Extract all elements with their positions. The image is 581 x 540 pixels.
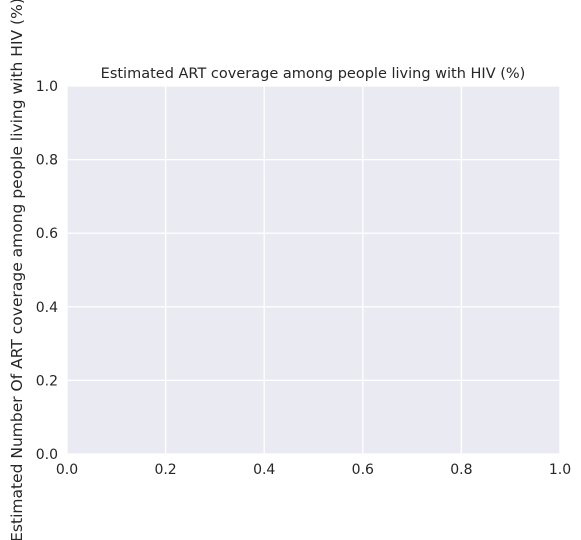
grid-lines [66,85,561,455]
x-tick-label: 0.2 [154,462,176,478]
x-tick-label: 0.6 [352,462,374,478]
x-tick-label: 0.4 [253,462,275,478]
chart-title: Estimated ART coverage among people livi… [101,66,526,82]
y-tick-label: 0.8 [36,153,58,169]
y-tick-label: 0.4 [36,300,58,316]
y-axis-ticks: 0.0 0.2 0.4 0.6 0.8 1.0 [36,79,58,463]
x-axis-ticks: 0.0 0.2 0.4 0.6 0.8 1.0 [56,462,571,478]
x-tick-label: 0.0 [56,462,78,478]
x-tick-label: 0.8 [450,462,472,478]
y-axis-label: Estimated Number Of ART coverage among p… [8,0,26,540]
plot-area-background [67,86,560,454]
y-tick-label: 1.0 [36,79,58,95]
y-tick-label: 0.6 [36,226,58,242]
x-tick-label: 1.0 [549,462,571,478]
y-tick-label: 0.2 [36,373,58,389]
y-tick-label: 0.0 [36,447,58,463]
